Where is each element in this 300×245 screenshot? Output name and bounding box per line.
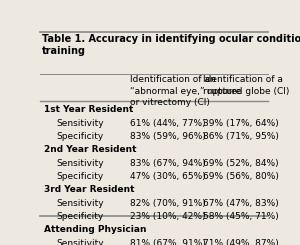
Text: 2nd Year Resident: 2nd Year Resident	[44, 145, 137, 154]
Text: 23% (10%, 42%): 23% (10%, 42%)	[130, 212, 206, 221]
Text: Specificity: Specificity	[56, 212, 103, 221]
Text: 86% (71%, 95%): 86% (71%, 95%)	[202, 132, 278, 141]
Text: 58% (45%, 71%): 58% (45%, 71%)	[202, 212, 278, 221]
Text: 3rd Year Resident: 3rd Year Resident	[44, 185, 135, 194]
Text: 82% (70%, 91%): 82% (70%, 91%)	[130, 199, 206, 208]
Text: Sensitivity: Sensitivity	[56, 159, 104, 168]
Text: Sensitivity: Sensitivity	[56, 239, 104, 245]
Text: 69% (56%, 80%): 69% (56%, 80%)	[202, 172, 278, 181]
Text: Identification of an
“abnormal eye,” rupture
or vitrectomy (CI): Identification of an “abnormal eye,” rup…	[130, 75, 242, 107]
Text: 83% (59%, 96%): 83% (59%, 96%)	[130, 132, 206, 141]
Text: 47% (30%, 65%): 47% (30%, 65%)	[130, 172, 206, 181]
Text: 39% (17%, 64%): 39% (17%, 64%)	[202, 119, 278, 128]
Text: 71% (49%, 87%): 71% (49%, 87%)	[202, 239, 278, 245]
Text: Identification of a
ruptured globe (CI): Identification of a ruptured globe (CI)	[202, 75, 289, 96]
Text: 61% (44%, 77%): 61% (44%, 77%)	[130, 119, 206, 128]
Text: Specificity: Specificity	[56, 172, 103, 181]
Text: Sensitivity: Sensitivity	[56, 119, 104, 128]
Text: 69% (52%, 84%): 69% (52%, 84%)	[202, 159, 278, 168]
Text: 67% (47%, 83%): 67% (47%, 83%)	[202, 199, 278, 208]
Text: Table 1. Accuracy in identifying ocular conditions by year of
training: Table 1. Accuracy in identifying ocular …	[42, 34, 300, 56]
Text: Sensitivity: Sensitivity	[56, 199, 104, 208]
Text: 1st Year Resident: 1st Year Resident	[44, 105, 134, 114]
Text: 81% (67%, 91%): 81% (67%, 91%)	[130, 239, 206, 245]
Text: 83% (67%, 94%): 83% (67%, 94%)	[130, 159, 206, 168]
Text: Attending Physician: Attending Physician	[44, 225, 147, 234]
Text: Specificity: Specificity	[56, 132, 103, 141]
